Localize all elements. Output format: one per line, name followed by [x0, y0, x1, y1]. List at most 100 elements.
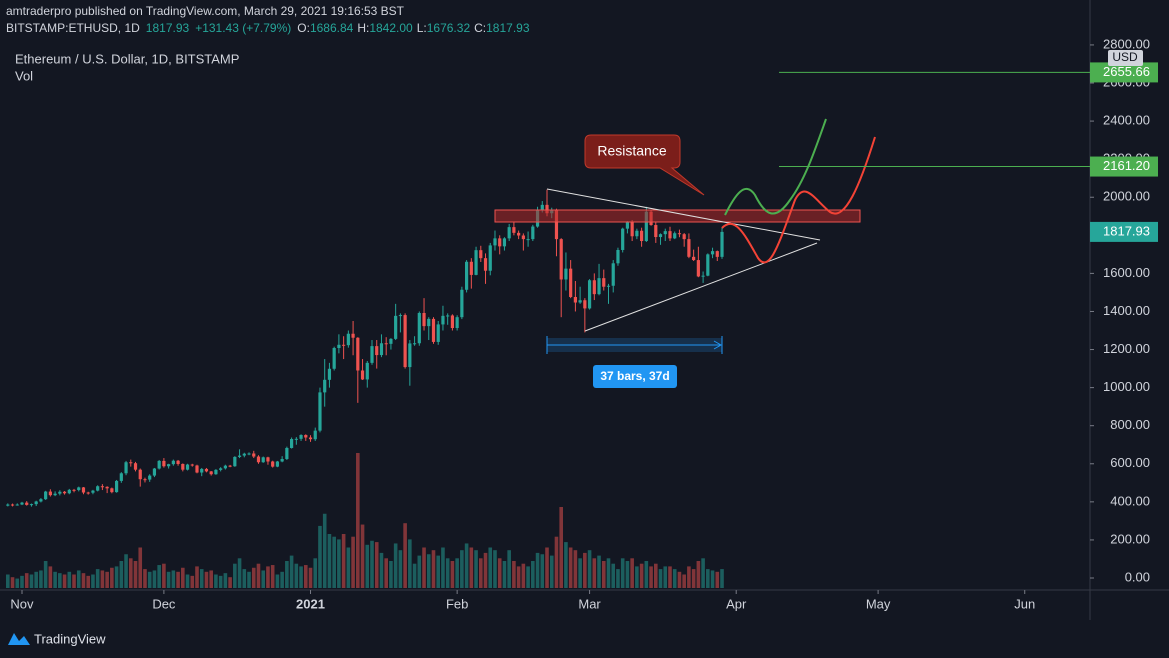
- volume-bar: [720, 569, 724, 588]
- candle-body: [696, 260, 700, 277]
- candle-body: [58, 491, 62, 494]
- volume-bar: [649, 566, 653, 588]
- volume-bar: [625, 561, 630, 588]
- volume-bar: [247, 571, 251, 588]
- candle-body: [554, 210, 559, 240]
- candle-body: [34, 501, 38, 505]
- candle-body: [611, 263, 615, 286]
- volume-bar: [58, 573, 62, 588]
- volume-bar: [176, 571, 180, 588]
- volume-bar: [318, 525, 322, 588]
- volume-bar: [313, 558, 318, 588]
- volume-bar: [478, 558, 483, 588]
- trendline: [546, 188, 821, 241]
- candle-body: [44, 491, 48, 500]
- candle-body: [6, 504, 10, 506]
- volume-bar: [105, 571, 109, 588]
- volume-bar: [535, 552, 540, 588]
- candle-body: [200, 468, 204, 473]
- candle-body: [327, 368, 332, 380]
- volume-bar: [195, 566, 199, 588]
- candle-body: [469, 261, 473, 275]
- candle-body: [15, 504, 19, 506]
- volume-bar: [549, 555, 554, 588]
- volume-bar: [653, 563, 658, 588]
- candle-body: [701, 275, 705, 277]
- volume-bar: [701, 558, 705, 588]
- change: +131.43 (+7.79%): [195, 21, 291, 35]
- candle-body: [181, 463, 185, 470]
- volume-bar: [696, 561, 701, 588]
- volume-bar: [289, 555, 294, 588]
- candle-body: [190, 464, 194, 466]
- volume-bar: [223, 573, 228, 588]
- volume-bar: [408, 539, 412, 588]
- volume-layer: [6, 453, 724, 588]
- volume-bar: [460, 550, 464, 588]
- volume-bar: [554, 536, 559, 588]
- candle-body: [436, 324, 440, 342]
- volume-bar: [592, 558, 597, 588]
- volume-bar: [270, 565, 275, 588]
- candle-body: [285, 447, 289, 460]
- candle-body: [635, 230, 639, 237]
- volume-bar: [327, 534, 332, 588]
- volume-bar: [133, 561, 138, 588]
- volume-bar: [43, 561, 48, 588]
- volume-bar: [464, 543, 469, 588]
- candle-body: [308, 437, 313, 440]
- candle-body: [441, 315, 445, 325]
- volume-bar: [611, 563, 616, 588]
- volume-bar: [616, 569, 620, 588]
- volume-bar: [285, 561, 289, 588]
- candle-body: [25, 502, 29, 505]
- candle-body: [517, 232, 521, 236]
- candle-body: [602, 278, 606, 287]
- volume-bar: [143, 569, 147, 588]
- volume-bar: [34, 571, 38, 588]
- volume-bar: [346, 547, 351, 588]
- volume-bar: [644, 561, 649, 588]
- candle-body: [422, 312, 426, 327]
- volume-bar: [583, 552, 587, 588]
- volume-bar: [710, 570, 715, 588]
- forecast-path: [721, 136, 876, 264]
- volume-bar: [502, 561, 507, 588]
- volume-bar: [360, 524, 365, 588]
- volume-bar: [521, 563, 526, 588]
- candle-body: [578, 300, 582, 303]
- resistance-zone: [494, 209, 861, 223]
- y-tick-label: 1200.00: [1103, 341, 1150, 356]
- publisher: amtraderpro published on TradingView.com…: [6, 4, 405, 18]
- x-tick-label: Apr: [726, 596, 747, 611]
- brand: TradingView: [34, 631, 106, 646]
- volume-bar: [233, 563, 237, 588]
- volume-bar: [166, 571, 171, 588]
- candle-body: [474, 250, 478, 275]
- volume-bar: [20, 575, 24, 588]
- volume-bar: [15, 578, 20, 588]
- volume-bar: [715, 571, 720, 588]
- candle-body: [569, 268, 573, 297]
- volume-bar: [356, 453, 360, 588]
- last-price-label: 1817.93: [1103, 223, 1150, 238]
- volume-bar: [691, 569, 696, 588]
- volume-bar: [545, 547, 549, 588]
- candle-body: [342, 344, 346, 346]
- candle-body: [692, 256, 696, 261]
- h-label: H:: [357, 21, 369, 35]
- candle-body: [640, 230, 644, 242]
- volume-bar: [469, 547, 474, 588]
- o: 1686.84: [310, 21, 354, 35]
- candle-body: [682, 234, 686, 240]
- volume-bar: [639, 563, 644, 588]
- candle-body: [379, 343, 384, 356]
- y-tick-label: 200.00: [1110, 531, 1150, 546]
- volume-bar: [62, 574, 67, 588]
- candle-body: [455, 317, 459, 329]
- candle-body: [157, 460, 161, 469]
- candle-body: [100, 486, 105, 488]
- l: 1676.32: [427, 21, 471, 35]
- volume-bar: [81, 573, 86, 588]
